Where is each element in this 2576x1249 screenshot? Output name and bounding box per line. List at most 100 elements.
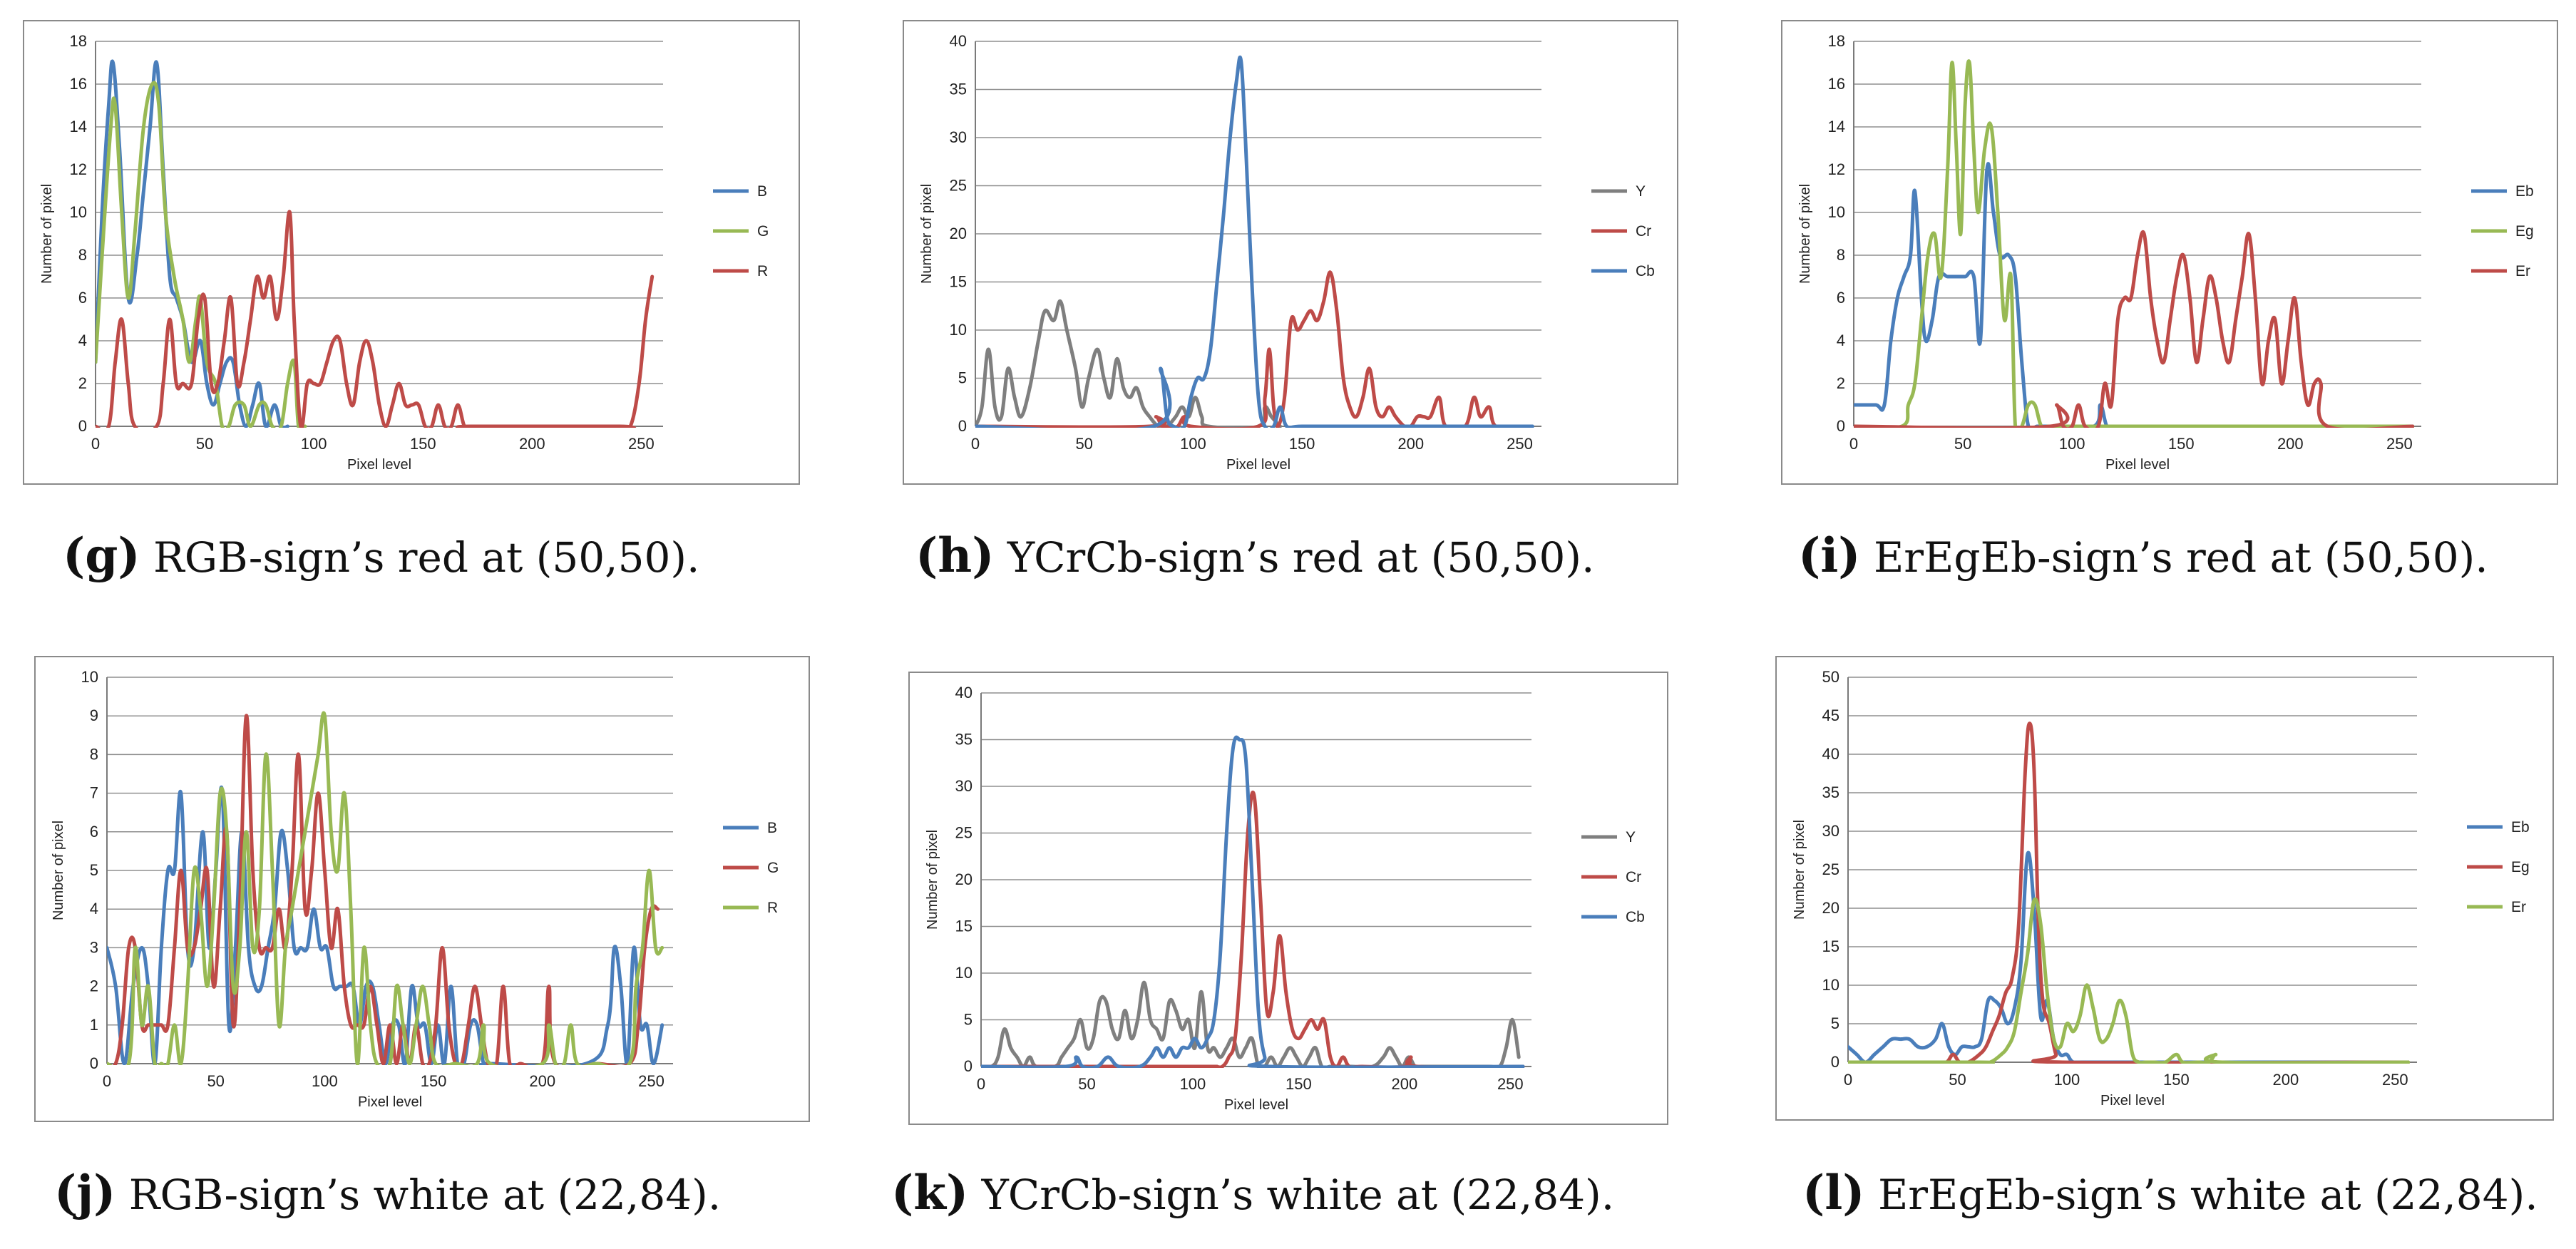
chart-k-xtick-label: 50 bbox=[1078, 1075, 1095, 1093]
chart-j-ytick-label: 7 bbox=[90, 784, 98, 802]
caption-i-letter: (i) bbox=[1798, 528, 1861, 583]
chart-k-xlabel: Pixel level bbox=[1224, 1097, 1288, 1113]
chart-j-ytick-label: 4 bbox=[90, 900, 98, 918]
chart-l-legend-label-eb: Eb bbox=[2511, 819, 2530, 836]
chart-k-xtick-label: 250 bbox=[1497, 1075, 1524, 1093]
chart-l-ytick-label: 20 bbox=[1822, 899, 1839, 917]
chart-j-xtick-label: 50 bbox=[207, 1072, 224, 1090]
chart-j-ytick-label: 3 bbox=[90, 938, 98, 956]
chart-h-series-y bbox=[975, 299, 1282, 428]
chart-i-legend-label-er: Er bbox=[2515, 263, 2530, 279]
chart-l-xtick-label: 0 bbox=[1844, 1071, 1852, 1089]
caption-i-text: ErEgEb-sign’s red at (50,50). bbox=[1873, 533, 2488, 582]
caption-g-text: RGB-sign’s red at (50,50). bbox=[153, 533, 700, 582]
chart-i-ytick-label: 18 bbox=[1828, 32, 1845, 50]
chart-j-ytick-label: 2 bbox=[90, 977, 98, 995]
chart-k-xtick-label: 100 bbox=[1180, 1075, 1206, 1093]
chart-h-frame: 0 5 10 15 20 25 30 35 40 0 50 100 150 200 250 Pixel lev… bbox=[903, 20, 1678, 485]
chart-i-legend-label-eb: Eb bbox=[2515, 183, 2534, 200]
chart-l-ytick-label: 10 bbox=[1822, 976, 1839, 994]
chart-g-legend-label-b: B bbox=[757, 183, 767, 200]
chart-g-legend-label-g: G bbox=[757, 223, 769, 240]
caption-l-text: ErEgEb-sign’s white at (22,84). bbox=[1877, 1171, 2538, 1219]
chart-g-ytick-label: 2 bbox=[78, 374, 87, 392]
chart-g-series-g bbox=[96, 81, 307, 428]
chart-k-legend-label-cb: Cb bbox=[1626, 909, 1645, 925]
chart-l-ytick-label: 35 bbox=[1822, 783, 1839, 801]
chart-l-ytick-label: 5 bbox=[1831, 1014, 1839, 1032]
caption-h: (h) YCrCb-sign’s red at (50,50). bbox=[915, 528, 1594, 583]
chart-i-xtick-label: 200 bbox=[2277, 435, 2304, 453]
caption-j-letter: (j) bbox=[54, 1165, 116, 1220]
chart-l-ytick-label: 40 bbox=[1822, 745, 1839, 763]
chart-i-xtick-label: 0 bbox=[1849, 435, 1858, 453]
chart-h-legend-label-y: Y bbox=[1636, 183, 1646, 200]
caption-i: (i) ErEgEb-sign’s red at (50,50). bbox=[1798, 528, 2488, 583]
chart-k-svg: 0 5 10 15 20 25 30 35 40 0 50 100 150 200 250 Pixel lev… bbox=[925, 684, 1645, 1113]
chart-k-xtick-label: 0 bbox=[977, 1075, 985, 1093]
chart-i-ytick-label: 0 bbox=[1837, 417, 1845, 435]
chart-h-legend-label-cr: Cr bbox=[1636, 223, 1651, 240]
chart-j-xtick-label: 0 bbox=[103, 1072, 111, 1090]
chart-k-ytick-label: 10 bbox=[955, 964, 973, 982]
chart-l-ylabel: Number of pixel bbox=[1792, 820, 1807, 920]
chart-h-svg: 0 5 10 15 20 25 30 35 40 0 50 100 150 200 250 Pixel lev… bbox=[919, 32, 1655, 473]
chart-l-xlabel: Pixel level bbox=[2100, 1093, 2165, 1109]
chart-i-xtick-label: 100 bbox=[2059, 435, 2085, 453]
chart-g-ytick-label: 14 bbox=[70, 118, 87, 135]
chart-j-ytick-label: 6 bbox=[90, 823, 98, 841]
chart-g-xtick-label: 200 bbox=[519, 435, 545, 453]
chart-l-series-er bbox=[1848, 897, 2411, 1064]
chart-i-ytick-label: 2 bbox=[1837, 374, 1845, 392]
chart-l-frame: 0 5 10 15 20 25 30 35 40 45 50 0 50 100 150 200 250 Pixel… bbox=[1775, 656, 2554, 1121]
chart-k-series-cb bbox=[981, 735, 1525, 1068]
chart-l-ytick-label: 30 bbox=[1822, 822, 1839, 840]
chart-h-ylabel: Number of pixel bbox=[919, 184, 935, 284]
chart-i-xlabel: Pixel level bbox=[2105, 457, 2170, 473]
chart-k-ytick-label: 15 bbox=[955, 918, 973, 935]
chart-h-xtick-label: 150 bbox=[1289, 435, 1315, 453]
chart-j-xtick-label: 250 bbox=[638, 1072, 664, 1090]
chart-l-ytick-label: 45 bbox=[1822, 706, 1839, 724]
chart-g-ytick-label: 12 bbox=[70, 160, 87, 178]
chart-j-xtick-label: 100 bbox=[312, 1072, 338, 1090]
chart-i-legend-label-eg: Eg bbox=[2515, 223, 2534, 240]
chart-h-xtick-label: 200 bbox=[1397, 435, 1424, 453]
chart-i-ylabel: Number of pixel bbox=[1797, 184, 1813, 284]
chart-i-frame: 0 2 4 6 8 10 12 14 16 18 0 50 100 150 200 250 Pixel leve… bbox=[1781, 20, 2558, 485]
chart-i-ytick-label: 12 bbox=[1828, 160, 1845, 178]
chart-h-ytick-label: 20 bbox=[950, 225, 967, 242]
chart-k-xtick-label: 150 bbox=[1286, 1075, 1312, 1093]
chart-h-ytick-label: 10 bbox=[950, 321, 967, 339]
caption-k: (k) YCrCb-sign’s white at (22,84). bbox=[891, 1165, 1614, 1220]
chart-l-svg: 0 5 10 15 20 25 30 35 40 45 50 0 50 100 150 200 250 Pixel… bbox=[1792, 668, 2530, 1109]
chart-j-ytick-label: 9 bbox=[90, 706, 98, 724]
chart-g-ytick-label: 4 bbox=[78, 331, 87, 349]
chart-l-series-eb bbox=[1848, 850, 2411, 1064]
chart-k-ytick-label: 35 bbox=[955, 731, 973, 749]
chart-i-ytick-label: 6 bbox=[1837, 289, 1845, 307]
chart-g-ytick-label: 16 bbox=[70, 75, 87, 93]
chart-l-xtick-label: 150 bbox=[2163, 1071, 2190, 1089]
chart-g-ytick-label: 8 bbox=[78, 246, 87, 264]
caption-g-letter: (g) bbox=[63, 528, 140, 583]
chart-l-ytick-label: 25 bbox=[1822, 860, 1839, 878]
chart-i-svg: 0 2 4 6 8 10 12 14 16 18 0 50 100 150 200 250 Pixel leve… bbox=[1797, 32, 2534, 473]
chart-g-xtick-label: 0 bbox=[91, 435, 100, 453]
chart-g-ylabel: Number of pixel bbox=[39, 184, 55, 284]
caption-j: (j) RGB-sign’s white at (22,84). bbox=[54, 1165, 721, 1220]
chart-j-legend-label-b: B bbox=[767, 820, 777, 836]
chart-l-xtick-label: 100 bbox=[2054, 1071, 2080, 1089]
caption-l-letter: (l) bbox=[1802, 1165, 1865, 1220]
chart-h-ytick-label: 5 bbox=[958, 369, 967, 387]
chart-i-xtick-label: 250 bbox=[2386, 435, 2413, 453]
chart-l-legend-label-eg: Eg bbox=[2511, 859, 2530, 875]
chart-i-series-er bbox=[1854, 230, 2415, 428]
chart-g-xlabel: Pixel level bbox=[347, 457, 411, 473]
chart-j-ylabel: Number of pixel bbox=[51, 821, 66, 920]
chart-g-ytick-label: 10 bbox=[70, 203, 87, 221]
chart-j-series-b bbox=[107, 785, 664, 1065]
chart-k-ylabel: Number of pixel bbox=[925, 830, 940, 930]
chart-g-xtick-label: 50 bbox=[196, 435, 213, 453]
